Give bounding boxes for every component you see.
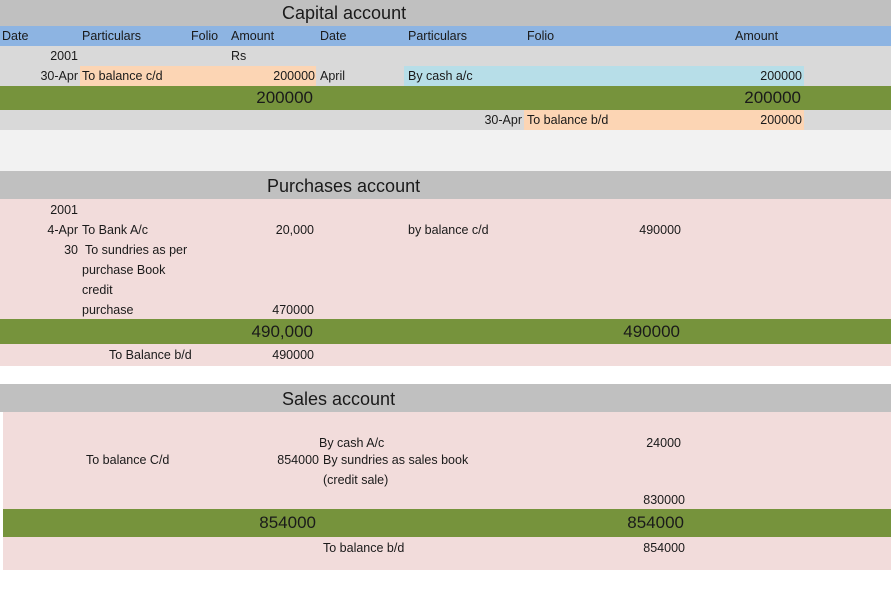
capital-total-left: 200000 [256, 88, 313, 107]
purchases-row2-line: purchase [82, 303, 134, 317]
sales-bd-row [3, 537, 891, 570]
header-row [0, 26, 891, 46]
capital-year: 2001 [50, 49, 78, 63]
capital-credit-date: April [320, 69, 346, 83]
sales-body [3, 412, 891, 509]
header-particulars: Particulars [82, 29, 142, 43]
purchases-row1-amount: 20,000 [275, 223, 314, 237]
sales-total-left: 854000 [259, 513, 316, 532]
purchases-credit-particulars: by balance c/d [408, 223, 489, 237]
header-amount: Amount [231, 29, 275, 43]
capital-credit-amount: 200000 [760, 69, 802, 83]
purchases-bd-row [0, 344, 891, 366]
purchases-bd-amount: 490000 [272, 348, 314, 362]
bd-highlight [524, 110, 804, 130]
capital-total-right: 200000 [744, 88, 801, 107]
sales-total-row [3, 509, 891, 537]
purchases-row2-line: credit [82, 283, 113, 297]
debit-highlight [80, 66, 316, 86]
capital-title-bar [0, 0, 891, 26]
purchases-row2-date: 30 [64, 243, 78, 257]
purchases-row1-date: 4-Apr [47, 223, 78, 237]
capital-total-row [0, 86, 891, 110]
capital-bd-amount: 200000 [760, 113, 802, 127]
spacer [0, 130, 891, 171]
capital-bd-particulars: To balance b/d [527, 113, 609, 127]
purchases-total-row [0, 319, 891, 344]
header-date: Date [2, 29, 29, 43]
capital-bd-date: 30-Apr [484, 113, 522, 127]
purchases-total-left: 490,000 [251, 322, 313, 341]
sales-title: Sales account [282, 389, 396, 409]
capital-currency: Rs [231, 49, 247, 63]
header-particulars: Particulars [408, 29, 468, 43]
capital-credit-particulars: By cash a/c [408, 69, 473, 83]
header-amount: Amount [735, 29, 779, 43]
purchases-bd-particulars: To Balance b/d [109, 348, 192, 362]
sales-debit-amount: 854000 [277, 453, 319, 467]
capital-debit-date: 30-Apr [40, 69, 78, 83]
capital-debit-amount: 200000 [273, 69, 315, 83]
capital-title: Capital account [282, 3, 407, 23]
sales-total-right: 854000 [627, 513, 684, 532]
sales-bd-particulars: To balance b/d [323, 541, 405, 555]
purchases-row2-line: purchase Book [82, 263, 166, 277]
sales-debit-particulars: To balance C/d [86, 453, 170, 467]
header-folio: Folio [527, 29, 555, 43]
purchases-row2-line: To sundries as per [85, 243, 188, 257]
purchases-credit-amount: 490000 [639, 223, 681, 237]
purchases-title: Purchases account [267, 176, 421, 196]
purchases-row1-particulars: To Bank A/c [82, 223, 149, 237]
purchases-total-right: 490000 [623, 322, 680, 341]
sales-credit1-amount: 24000 [646, 436, 681, 450]
sales-credit2-line: By sundries as sales book [323, 453, 469, 467]
header-folio: Folio [191, 29, 219, 43]
header-date: Date [320, 29, 347, 43]
sales-credit1-particulars: By cash A/c [319, 436, 385, 450]
sales-bd-amount: 854000 [643, 541, 685, 555]
purchases-title-bar [0, 171, 891, 199]
capital-debit-particulars: To balance c/d [82, 69, 163, 83]
purchases-row2-amount: 470000 [272, 303, 314, 317]
credit-highlight [404, 66, 804, 86]
purchases-year: 2001 [50, 203, 78, 217]
sales-credit2-amount: 830000 [643, 493, 685, 507]
purchases-body [0, 199, 891, 319]
sales-credit2-line: (credit sale) [323, 473, 389, 487]
sales-title-bar [0, 384, 891, 412]
